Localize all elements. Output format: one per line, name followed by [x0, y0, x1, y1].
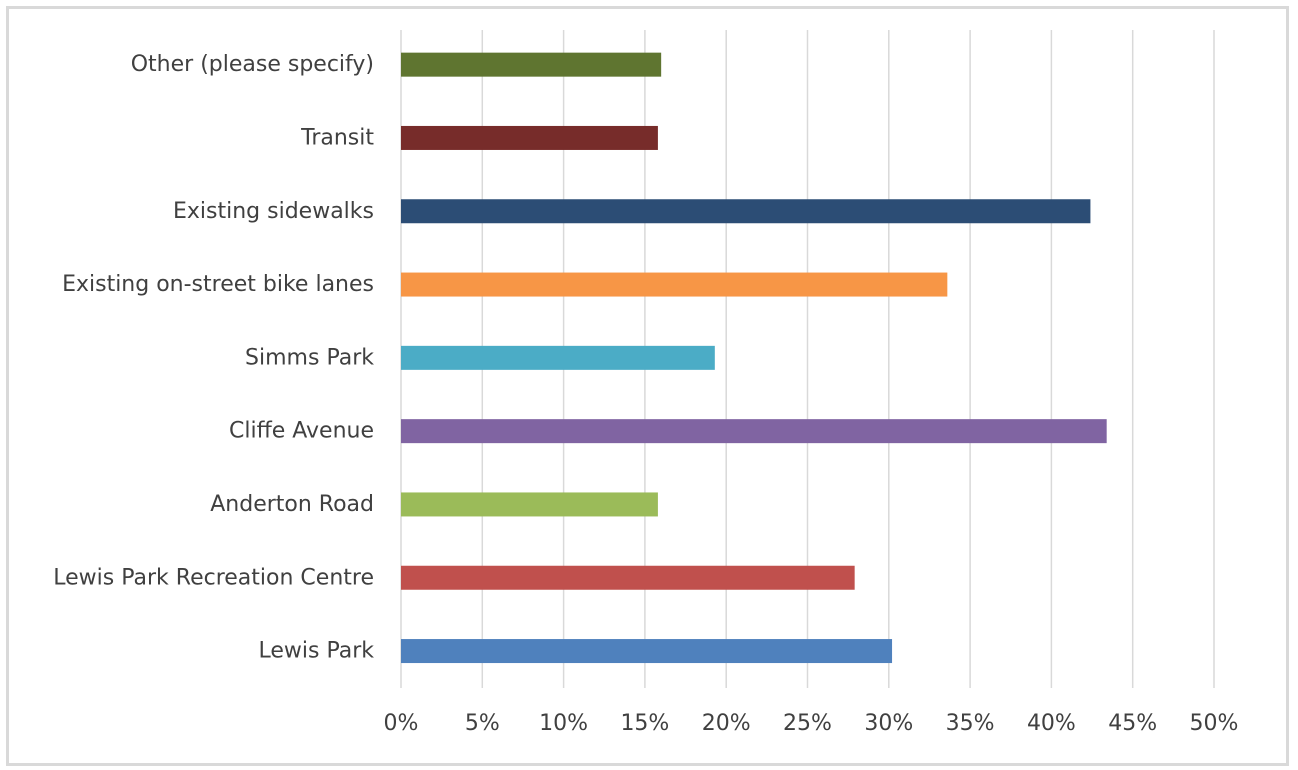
bar — [401, 52, 662, 77]
x-tick-label: 5% — [465, 711, 500, 736]
category-label: Transit — [300, 125, 374, 150]
category-label: Simms Park — [245, 345, 374, 370]
category-label: Existing sidewalks — [173, 199, 374, 224]
x-tick-label: 25% — [783, 711, 832, 736]
bars — [401, 52, 1107, 664]
bar — [401, 639, 893, 664]
bar — [401, 345, 715, 370]
category-label: Lewis Park — [258, 639, 374, 664]
category-label: Other (please specify) — [131, 52, 374, 77]
x-tick-label: 30% — [864, 711, 913, 736]
bar — [401, 272, 948, 297]
category-label: Cliffe Avenue — [229, 419, 374, 444]
category-label: Lewis Park Recreation Centre — [53, 565, 374, 590]
bar — [401, 419, 1107, 444]
bar — [401, 565, 855, 590]
category-label: Anderton Road — [210, 492, 374, 517]
x-tick-label: 0% — [384, 711, 419, 736]
x-tick-label: 35% — [946, 711, 995, 736]
category-labels: Lewis Park Lewis Park Recreation Centre An… — [53, 52, 374, 663]
category-label: Existing on-street bike lanes — [62, 272, 374, 297]
bar — [401, 492, 658, 517]
x-tick-label: 40% — [1027, 711, 1076, 736]
x-tick-label: 15% — [620, 711, 669, 736]
bar — [401, 125, 658, 150]
x-tick-label: 45% — [1108, 711, 1157, 736]
x-tick-label: 20% — [702, 711, 751, 736]
x-tick-label: 10% — [539, 711, 588, 736]
x-tick-label: 50% — [1190, 711, 1239, 736]
bar — [401, 199, 1091, 224]
x-axis-tick-labels: 0% 5% 10% 15% 20% 25% 30% 35% 40% 45% 50% — [384, 711, 1239, 736]
